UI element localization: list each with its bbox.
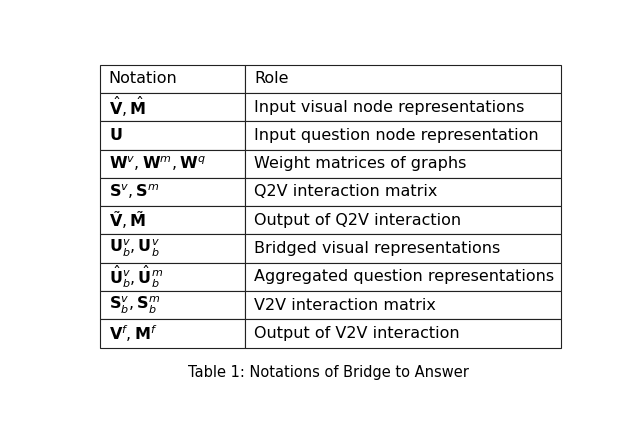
Text: Input question node representation: Input question node representation	[254, 128, 539, 143]
Text: $\mathbf{S}_b^v, \mathbf{S}_b^m$: $\mathbf{S}_b^v, \mathbf{S}_b^m$	[109, 294, 160, 315]
Bar	[245, 263, 561, 291]
Text: Output of Q2V interaction: Output of Q2V interaction	[254, 213, 461, 228]
Text: $\mathbf{V}^f, \mathbf{M}^f$: $\mathbf{V}^f, \mathbf{M}^f$	[109, 323, 157, 344]
Text: Q2V interaction matrix: Q2V interaction matrix	[254, 184, 438, 199]
Text: V2V interaction matrix: V2V interaction matrix	[254, 297, 436, 313]
Bar	[245, 206, 561, 235]
Bar	[245, 178, 561, 206]
Bar	[245, 319, 561, 348]
Text: Notation: Notation	[109, 71, 177, 86]
Text: $\mathbf{W}^v, \mathbf{W}^m, \mathbf{W}^q$: $\mathbf{W}^v, \mathbf{W}^m, \mathbf{W}^…	[109, 154, 205, 173]
Bar	[100, 121, 245, 150]
Text: $\mathbf{U}$: $\mathbf{U}$	[109, 128, 122, 143]
Text: Input visual node representations: Input visual node representations	[254, 99, 524, 114]
Text: $\mathbf{U}_b^v, \mathbf{U}_b^v$: $\mathbf{U}_b^v, \mathbf{U}_b^v$	[109, 238, 159, 259]
Text: Table 1: Notations of Bridge to Answer: Table 1: Notations of Bridge to Answer	[188, 366, 468, 381]
Bar	[245, 150, 561, 178]
Bar	[245, 235, 561, 263]
Bar	[100, 235, 245, 263]
Text: Role: Role	[254, 71, 289, 86]
Bar	[100, 65, 245, 93]
Bar	[100, 291, 245, 319]
Bar	[245, 291, 561, 319]
Bar	[100, 178, 245, 206]
Bar	[100, 93, 245, 121]
Bar	[245, 93, 561, 121]
Text: Bridged visual representations: Bridged visual representations	[254, 241, 500, 256]
Text: $\hat{\mathbf{U}}_b^v, \hat{\mathbf{U}}_b^m$: $\hat{\mathbf{U}}_b^v, \hat{\mathbf{U}}_…	[109, 264, 163, 290]
Text: $\hat{\mathbf{V}}, \hat{\mathbf{M}}$: $\hat{\mathbf{V}}, \hat{\mathbf{M}}$	[109, 95, 146, 119]
Bar	[245, 65, 561, 93]
Text: $\tilde{\mathbf{V}}, \tilde{\mathbf{M}}$: $\tilde{\mathbf{V}}, \tilde{\mathbf{M}}$	[109, 209, 146, 231]
Bar	[100, 206, 245, 235]
Bar	[245, 121, 561, 150]
Text: Output of V2V interaction: Output of V2V interaction	[254, 326, 460, 341]
Bar	[100, 150, 245, 178]
Text: Weight matrices of graphs: Weight matrices of graphs	[254, 156, 467, 171]
Bar	[100, 263, 245, 291]
Text: $\mathbf{S}^v, \mathbf{S}^m$: $\mathbf{S}^v, \mathbf{S}^m$	[109, 183, 159, 201]
Text: Aggregated question representations: Aggregated question representations	[254, 269, 554, 284]
Bar	[100, 319, 245, 348]
